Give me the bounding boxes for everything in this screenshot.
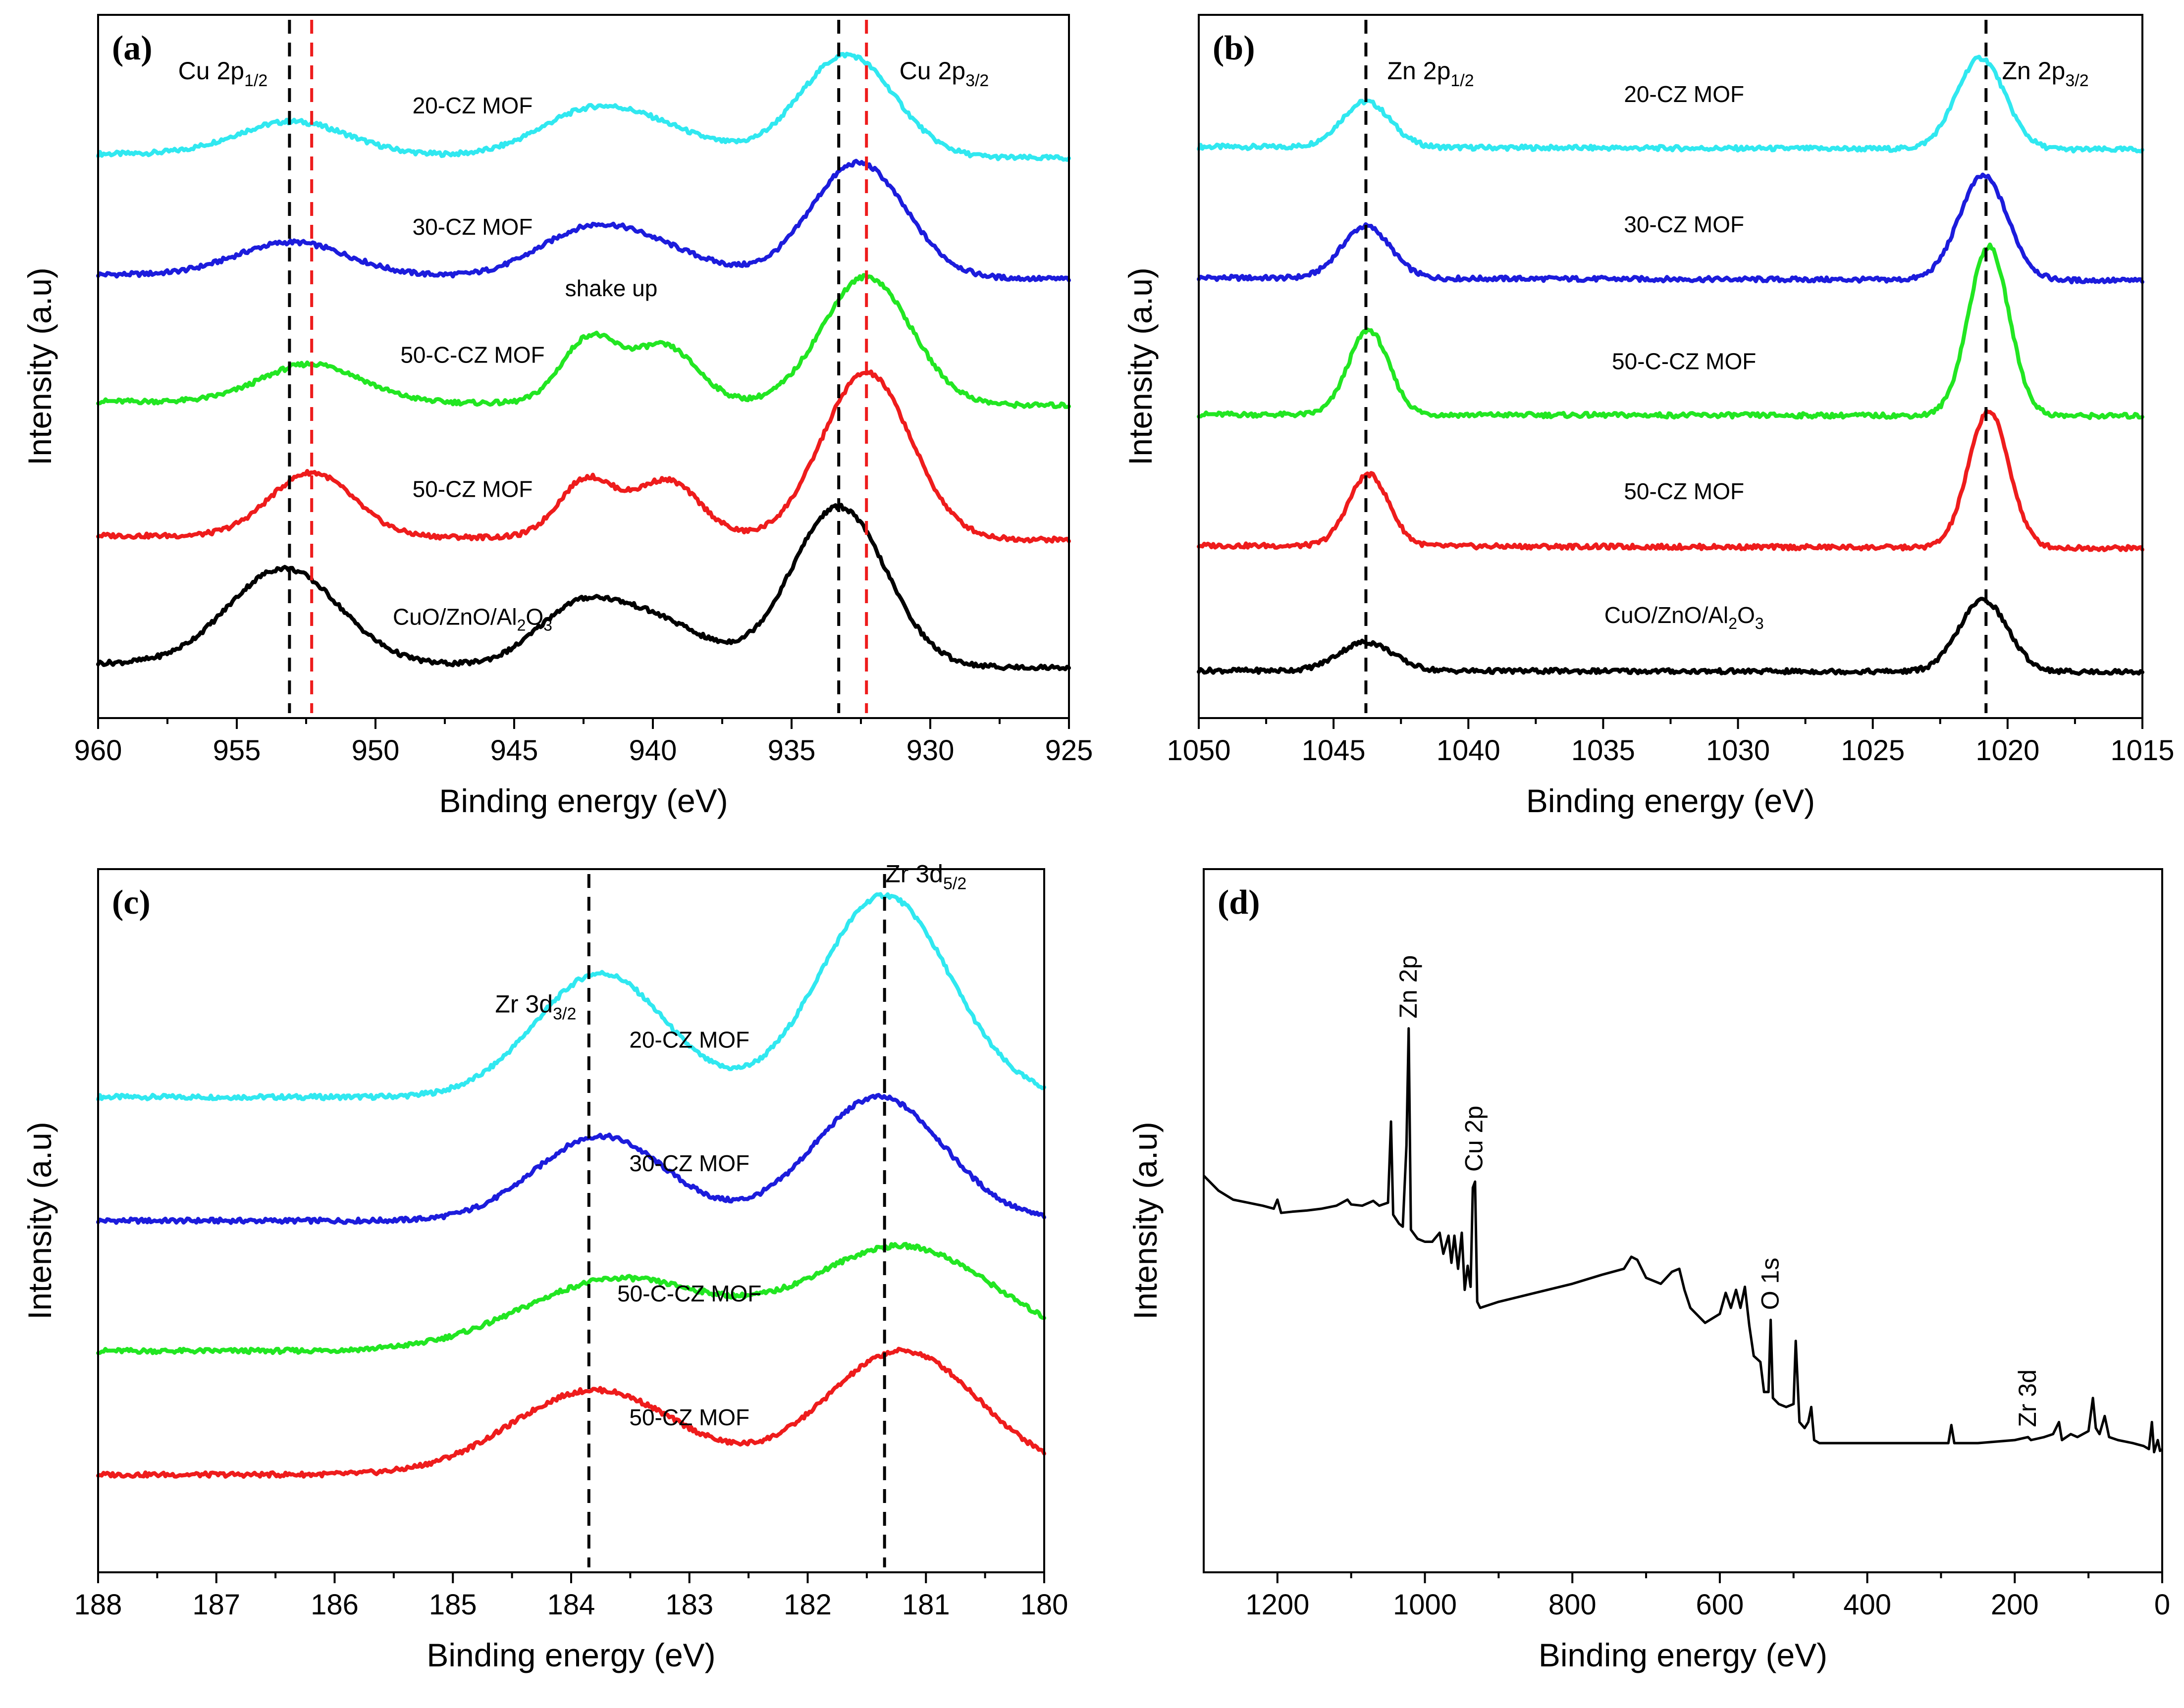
x-axis-label: Binding energy (eV) (1539, 1637, 1827, 1673)
plot-frame (1203, 868, 2163, 1573)
curve-20-cz-mof (96, 892, 1046, 1101)
x-tick-label: 1035 (1571, 734, 1635, 767)
x-tick-label: 1025 (1841, 734, 1905, 767)
x-tick-label: 1040 (1437, 734, 1500, 767)
x-tick-label: 950 (352, 734, 400, 767)
series-label-20-cz-mof: 20-CZ MOF (413, 93, 533, 118)
series-label-50-c-cz-mof: 50-C-CZ MOF (617, 1281, 761, 1306)
series-label-30-cz-mof: 30-CZ MOF (1624, 211, 1744, 237)
x-tick-label: 186 (311, 1589, 359, 1621)
x-tick-label: 600 (1696, 1589, 1744, 1621)
panel-letter: (b) (1213, 29, 1255, 67)
peak-label-zn-2p-3-2: Zn 2p3/2 (2002, 57, 2088, 90)
panel-c: 20-CZ MOF 30-CZ MOF 50-C-CZ MOF 50-CZ MOF Zr… (21, 860, 1068, 1673)
x-tick-label: 180 (1020, 1589, 1068, 1621)
x-tick-label: 800 (1548, 1589, 1597, 1621)
series-label-50-cz-mof: 50-CZ MOF (629, 1404, 749, 1430)
curve-30-cz-mof (1197, 172, 2144, 285)
plot-frame (97, 14, 1070, 719)
x-tick-label: 940 (629, 734, 677, 767)
x-tick-label: 185 (429, 1589, 477, 1621)
x-axis-label: Binding energy (eV) (1526, 782, 1815, 819)
x-tick-label: 1020 (1975, 734, 2039, 767)
curve-20-cz-mof (96, 52, 1071, 162)
x-tick-label: 0 (2154, 1589, 2170, 1621)
y-axis-label: Intensity (a.u) (21, 267, 58, 466)
panel-letter: (c) (112, 883, 151, 922)
curve-50-c-cz-mof (1197, 242, 2144, 420)
series-label-cuo-zno-al2o3: CuO/ZnO/Al2O3 (1604, 602, 1764, 632)
x-tick-label: 960 (74, 734, 122, 767)
y-axis-label: Intensity (a.u) (1127, 1122, 1164, 1320)
x-tick-label: 1015 (2110, 734, 2174, 767)
x-tick-label: 183 (665, 1589, 713, 1621)
peak-label-zr-3d: Zr 3d (2014, 1369, 2041, 1427)
x-tick-label: 1050 (1167, 734, 1230, 767)
series-label-50-c-cz-mof: 50-C-CZ MOF (400, 342, 544, 367)
x-tick-label: 1200 (1245, 1589, 1309, 1621)
x-tick-label: 945 (490, 734, 538, 767)
x-tick-label: 200 (1991, 1589, 2039, 1621)
curve-50-cz-mof (96, 369, 1071, 544)
series-label-50-c-cz-mof: 50-C-CZ MOF (1612, 348, 1756, 374)
peak-label-cu-2p-3-2: Cu 2p3/2 (900, 57, 989, 90)
curve-50-c-cz-mof (96, 1242, 1046, 1355)
peak-label-cu-2p-1-2: Cu 2p1/2 (178, 57, 268, 90)
x-tick-label: 187 (192, 1589, 240, 1621)
peak-label-zr-3d-5-2: Zr 3d5/2 (885, 860, 966, 893)
x-tick-label: 925 (1045, 734, 1093, 767)
peak-label-cu-2p: Cu 2p (1460, 1106, 1488, 1172)
x-tick-label: 182 (784, 1589, 832, 1621)
x-tick-label: 181 (902, 1589, 950, 1621)
y-axis-label: Intensity (a.u) (1122, 267, 1159, 466)
curve-cuo-zno-al2o3 (96, 503, 1071, 672)
panel-b: 20-CZ MOF 30-CZ MOF 50-C-CZ MOF 50-CZ MOF Cu… (1122, 14, 2175, 819)
y-axis-label: Intensity (a.u) (21, 1122, 58, 1320)
x-tick-label: 184 (547, 1589, 595, 1621)
x-tick-label: 1045 (1302, 734, 1366, 767)
series-label-20-cz-mof: 20-CZ MOF (1624, 81, 1744, 107)
series-label-30-cz-mof: 30-CZ MOF (629, 1150, 749, 1176)
x-tick-label: 935 (768, 734, 816, 767)
curve-50-cz-mof (96, 1346, 1046, 1479)
curve-30-cz-mof (96, 158, 1071, 283)
annotation-shake-up: shake up (565, 275, 658, 301)
x-axis-label: Binding energy (eV) (439, 782, 728, 819)
series-label-cuo-zno-al2o3: CuO/ZnO/Al2O3 (393, 604, 552, 634)
peak-label-zn-2p-1-2: Zn 2p1/2 (1387, 57, 1474, 90)
curve-survey (1203, 1027, 2163, 1453)
panel-letter: (a) (112, 29, 153, 67)
x-tick-label: 930 (906, 734, 955, 767)
x-tick-label: 1030 (1706, 734, 1770, 767)
series-label-30-cz-mof: 30-CZ MOF (413, 214, 533, 240)
panel-a: 20-CZ MOF 30-CZ MOF 50-C-CZ MOF 50-CZ MOF Cu… (21, 14, 1093, 819)
x-tick-label: 188 (74, 1589, 122, 1621)
curve-30-cz-mof (96, 1092, 1046, 1225)
x-tick-label: 955 (213, 734, 261, 767)
panel-d: Zn 2p Cu 2p O 1s Zr 3d 1200 1000 800 600 400 200 0… (1127, 868, 2170, 1673)
x-tick-label: 400 (1843, 1589, 1891, 1621)
series-label-50-cz-mof: 50-CZ MOF (413, 476, 533, 502)
series-label-20-cz-mof: 20-CZ MOF (629, 1027, 749, 1052)
curve-50-c-cz-mof (96, 273, 1071, 410)
x-tick-label: 1000 (1393, 1589, 1457, 1621)
curve-20-cz-mof (1197, 54, 2144, 154)
series-label-50-cz-mof: 50-CZ MOF (1624, 478, 1744, 504)
x-axis-label: Binding energy (eV) (426, 1637, 715, 1673)
peak-label-zn-2p: Zn 2p (1394, 955, 1422, 1019)
peak-label-o-1s: O 1s (1757, 1258, 1784, 1310)
panel-letter: (d) (1218, 883, 1260, 922)
